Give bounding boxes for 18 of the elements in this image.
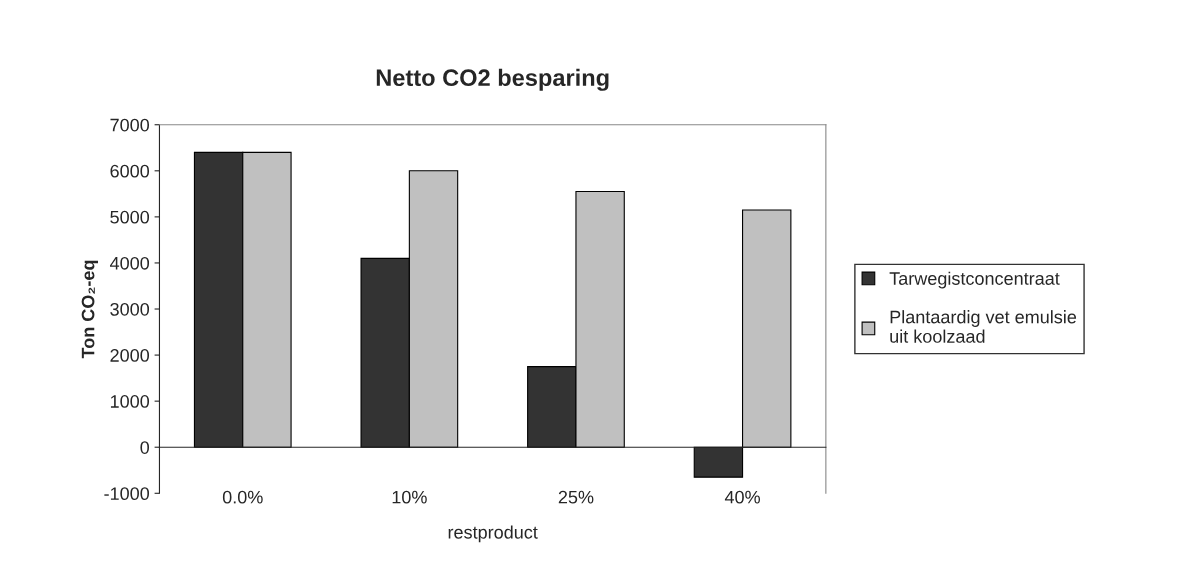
x-tick-label: 10%: [392, 490, 427, 504]
y-tick-label: 2000: [110, 349, 150, 362]
y-axis-title: Ton CO₂-eq: [81, 260, 99, 359]
x-axis-title: restproduct: [448, 525, 538, 543]
y-tick-label: -1000: [104, 487, 150, 501]
y-tick-label: 4000: [109, 256, 150, 270]
x-tick-label: 25%: [558, 490, 594, 504]
y-tick-label: 1000: [110, 395, 150, 408]
y-tick-label: 0: [140, 441, 150, 454]
x-tick-label: 0.0%: [222, 490, 263, 504]
legend-label: Plantaardig vet emulsie uit koolzaad: [890, 310, 1077, 343]
y-tick-label: 3000: [110, 302, 150, 316]
y-tick-label: 5000: [110, 210, 150, 224]
legend-label: Tarwegistconcentraat: [889, 271, 1060, 289]
y-tick-label: 6000: [110, 164, 150, 178]
chart-title: Netto CO2 besparing: [376, 68, 609, 91]
y-tick-label: 7000: [110, 118, 150, 132]
x-tick-label: 40%: [724, 490, 760, 504]
